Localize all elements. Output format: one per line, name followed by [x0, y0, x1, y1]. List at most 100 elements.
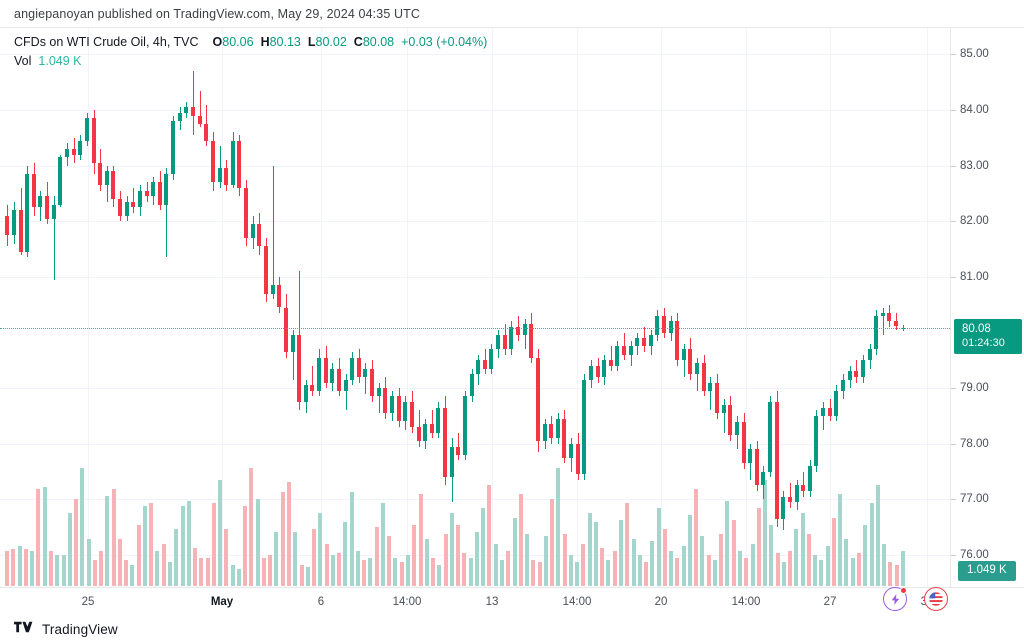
price-axis-label: 77.00 — [960, 493, 989, 505]
publish-text: angiepanoyan published on TradingView.co… — [14, 6, 421, 21]
candle-body — [370, 368, 374, 397]
candle-body — [330, 368, 334, 383]
time-axis-label: 14:00 — [562, 596, 592, 608]
volume-bar — [105, 496, 109, 586]
candle-body — [761, 471, 765, 486]
legend-row-symbol: CFDs on WTI Crude Oil, 4h, TVC O80.06 H80.… — [14, 34, 487, 51]
candle-body — [244, 187, 248, 238]
candle-body — [417, 427, 421, 441]
volume-bar — [350, 492, 354, 586]
volume-bar — [224, 529, 228, 586]
candle-body — [463, 396, 467, 455]
volume-bar — [487, 485, 491, 586]
price-axis-tick — [951, 277, 956, 278]
candle-body — [649, 335, 653, 347]
volume-bar — [400, 562, 404, 586]
candle-body — [834, 390, 838, 416]
tradingview-brand: TradingView — [14, 620, 118, 639]
volume-bar — [713, 560, 717, 586]
volume-bar — [130, 565, 134, 586]
volume-bar — [243, 506, 247, 586]
legend-open-value: 80.06 — [222, 35, 254, 49]
volume-bar — [851, 558, 855, 586]
candle-wick — [710, 377, 711, 411]
us-flag-icon[interactable] — [924, 587, 948, 611]
volume-bar — [738, 551, 742, 586]
volume-bar — [581, 544, 585, 586]
candle-body — [728, 404, 732, 436]
volume-bar — [513, 518, 517, 586]
candle-body — [536, 357, 540, 441]
tradingview-logo-icon — [14, 620, 35, 639]
volume-bar — [838, 494, 842, 586]
volume-bar — [669, 551, 673, 586]
legend-open-label: O — [212, 35, 223, 49]
candle-body — [861, 360, 865, 377]
volume-bar — [237, 569, 241, 586]
candle-body — [38, 196, 42, 208]
volume-bar — [143, 506, 147, 586]
time-axis-label: 14:00 — [392, 596, 422, 608]
candle-body — [72, 149, 76, 155]
candle-body — [708, 382, 712, 391]
volume-bar — [162, 544, 166, 586]
volume-bar — [876, 485, 880, 586]
volume-bar — [638, 555, 642, 586]
candle-body — [675, 321, 679, 361]
candle-wick — [856, 360, 857, 383]
candle-body — [211, 140, 215, 183]
candle-body — [271, 285, 275, 294]
volume-bar — [901, 551, 905, 586]
candle-body — [509, 326, 513, 350]
gridline-vertical — [407, 28, 408, 587]
volume-bar — [356, 551, 360, 586]
volume-bar — [231, 565, 235, 586]
price-axis-label: 82.00 — [960, 215, 989, 227]
chart-pane[interactable]: CFDs on WTI Crude Oil, 4h, TVC O80.06 H80.… — [0, 28, 950, 587]
volume-bar — [68, 513, 72, 586]
price-axis-label: 85.00 — [960, 48, 989, 60]
candle-body — [383, 388, 387, 414]
volume-badge[interactable]: 1.049 K — [958, 561, 1016, 581]
volume-bar — [337, 553, 341, 586]
candle-wick — [697, 357, 698, 391]
volume-bar — [137, 525, 141, 586]
price-axis-label: 76.00 — [960, 549, 989, 561]
candle-body — [25, 174, 29, 252]
candle-body — [821, 407, 825, 416]
volume-bar — [174, 529, 178, 586]
price-axis[interactable]: 80.08 01:24:30 1.049 K 85.00 84.00 83.00 82… — [950, 28, 1024, 587]
volume-bar — [262, 558, 266, 586]
volume-bar — [606, 560, 610, 586]
legend-row-volume: Vol 1.049 K — [14, 53, 487, 70]
candle-body — [251, 224, 255, 238]
candle-body — [310, 385, 314, 391]
volume-bar — [325, 544, 329, 586]
volume-bar — [149, 503, 153, 586]
candle-body — [304, 385, 308, 403]
volume-bar — [506, 551, 510, 586]
gridline-horizontal — [0, 388, 950, 389]
volume-bar — [801, 513, 805, 586]
candle-body — [171, 121, 175, 175]
alert-lightning-icon[interactable] — [883, 587, 907, 611]
volume-bar — [688, 515, 692, 586]
candle-body — [284, 307, 288, 352]
candle-body — [158, 182, 162, 205]
volume-bar — [274, 532, 278, 586]
legend-high-label: H — [260, 35, 270, 49]
candle-body — [848, 371, 852, 380]
current-price-line — [0, 328, 950, 329]
volume-bar — [776, 553, 780, 586]
current-price-badge[interactable]: 80.08 01:24:30 — [954, 319, 1022, 354]
candle-body — [5, 215, 9, 236]
candle-body — [138, 190, 142, 208]
volume-bar — [80, 468, 84, 586]
volume-bar — [719, 534, 723, 586]
volume-bar — [769, 525, 773, 586]
time-axis-label: 13 — [485, 596, 499, 608]
candle-body — [324, 357, 328, 383]
brand-name: TradingView — [42, 622, 118, 637]
